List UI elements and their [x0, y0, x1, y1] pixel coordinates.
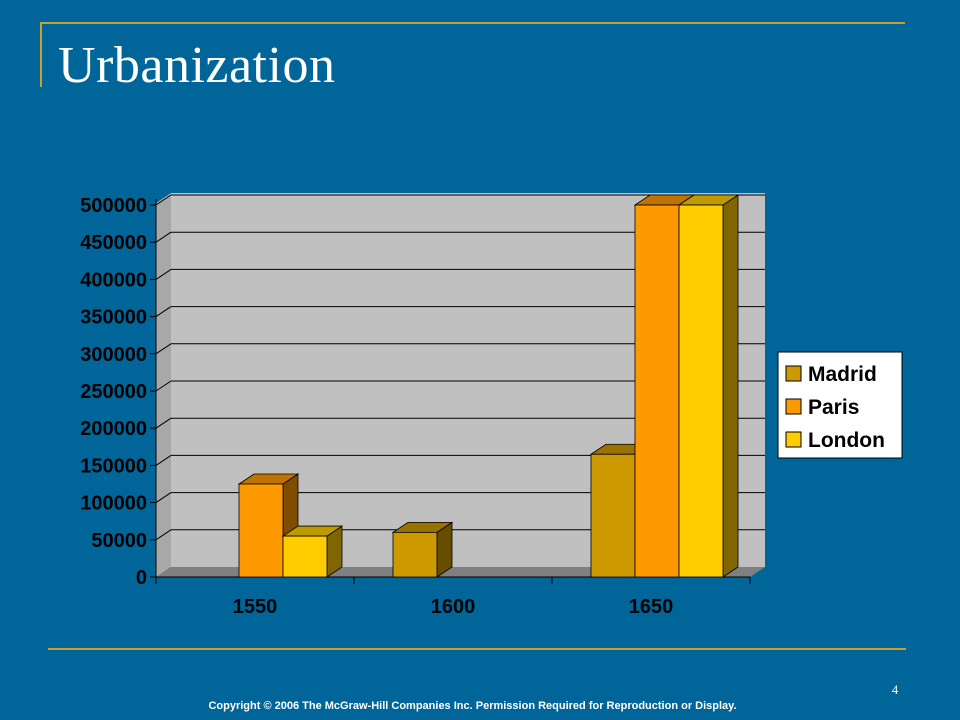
y-tick-label: 450000	[80, 232, 147, 254]
x-tick-label: 1650	[629, 596, 674, 618]
y-tick-label: 300000	[80, 344, 147, 366]
legend-label: Paris	[808, 396, 859, 419]
legend-swatch	[785, 365, 802, 382]
chart-canvas: 0 50000 100000 150000 200000 250000 300000 3500…	[80, 193, 903, 618]
y-tick-label: 150000	[80, 455, 147, 477]
y-tick-label: 250000	[80, 381, 147, 403]
gridline-diagonal	[155, 306, 172, 318]
gridline-diagonal	[155, 454, 172, 466]
y-tick-label: 200000	[80, 418, 147, 440]
bar-madrid-1600	[392, 531, 438, 578]
gridline-diagonal	[155, 194, 172, 206]
bar-london-1550	[282, 535, 328, 578]
plot-side-wall	[156, 193, 171, 577]
x-tick-label: 1550	[233, 596, 278, 618]
page-number: 4	[891, 682, 899, 697]
bar-london-1650	[678, 204, 724, 578]
top-accent-rule	[40, 22, 905, 24]
legend-label: Madrid	[808, 363, 877, 386]
bar-side	[722, 194, 739, 578]
y-tick-label: 50000	[91, 530, 147, 552]
gridline-diagonal	[155, 231, 172, 243]
bottom-accent-rule	[48, 648, 906, 650]
left-accent-rule	[40, 22, 42, 87]
legend-swatch	[785, 398, 802, 415]
bar-paris-1650	[634, 204, 680, 578]
gridline-diagonal	[155, 529, 172, 541]
gridline-diagonal	[155, 268, 172, 280]
y-tick-label: 100000	[80, 493, 147, 515]
y-tick-label: 500000	[80, 195, 147, 217]
slide-title: Urbanization	[58, 37, 336, 94]
gridline-diagonal	[155, 417, 172, 429]
gridline-diagonal	[155, 492, 172, 504]
gridline-diagonal	[155, 380, 172, 392]
legend-label: London	[808, 429, 885, 452]
bar-madrid-1650	[590, 453, 636, 578]
copyright-notice: Copyright © 2006 The McGraw-Hill Compani…	[208, 700, 737, 712]
gridline-diagonal	[155, 343, 172, 355]
x-tick-label: 1600	[431, 596, 476, 618]
legend-swatch	[785, 431, 802, 448]
y-tick-label: 350000	[80, 307, 147, 329]
bar-paris-1550	[238, 483, 284, 578]
y-tick-label: 400000	[80, 269, 147, 291]
y-tick-label: 0	[136, 567, 147, 589]
